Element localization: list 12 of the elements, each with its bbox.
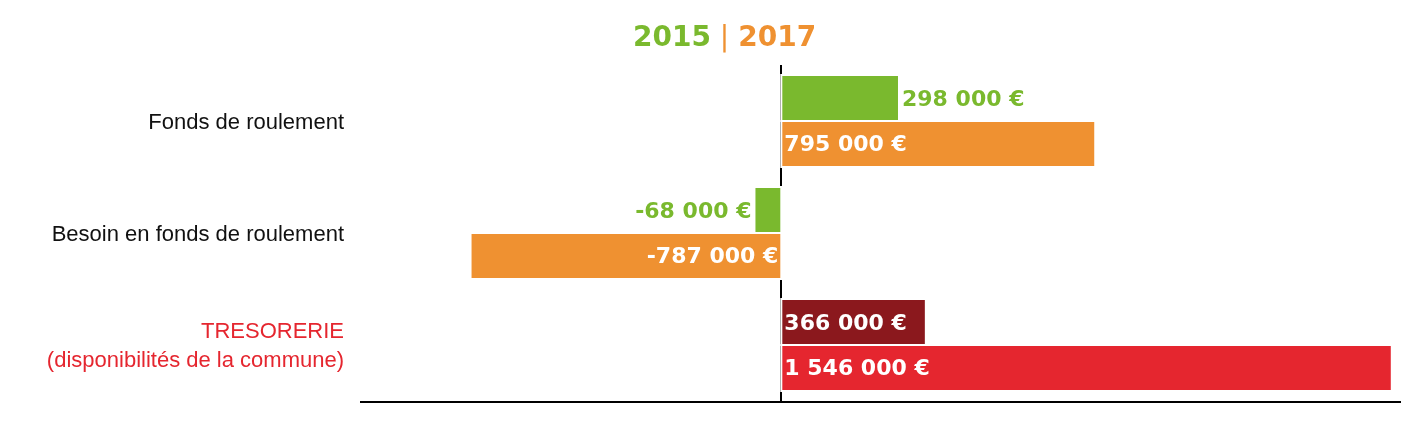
data-label: -787 000 € (646, 243, 779, 269)
y-tick-label: Besoin en fonds de roulement (51, 220, 344, 246)
data-label: 366 000 € (784, 309, 907, 335)
data-label: -68 000 € (635, 197, 752, 223)
data-label: 795 000 € (784, 131, 907, 157)
data-label: 298 000 € (901, 85, 1025, 111)
text: 2015 (633, 20, 711, 53)
text: 2017 (738, 20, 817, 53)
data-label: 1 546 000 € (784, 355, 930, 381)
y-tick-label: Fonds de roulement (148, 108, 344, 134)
y-tick-label: TRESORERIE (disponibilités de la commune) (46, 318, 344, 372)
text: | (719, 20, 730, 53)
